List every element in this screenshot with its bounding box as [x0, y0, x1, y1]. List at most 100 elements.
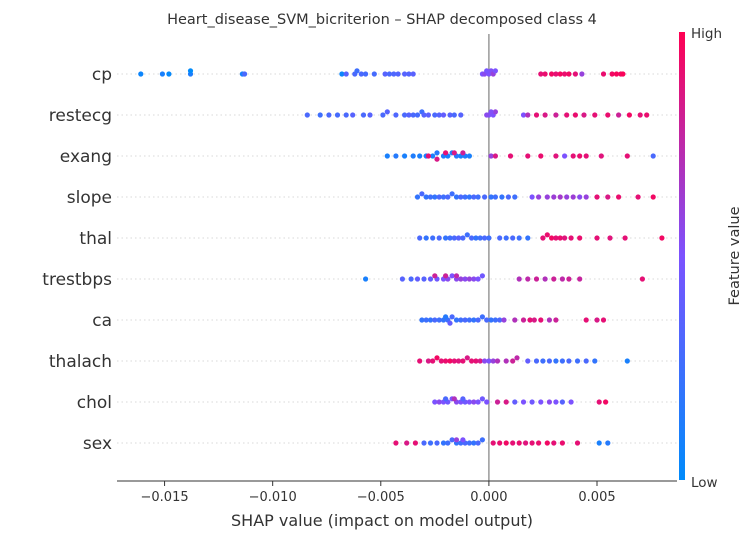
- shap-point-thal: [430, 235, 436, 241]
- shap-point-cp: [159, 71, 165, 77]
- feature-label-chol: chol: [77, 393, 112, 413]
- shap-point-ca: [520, 317, 527, 323]
- shap-point-thalach: [430, 358, 436, 364]
- shap-point-thalach: [540, 358, 546, 364]
- shap-point-ca: [600, 317, 607, 323]
- shap-point-restecg: [605, 112, 611, 118]
- feature-label-slope: slope: [67, 188, 112, 208]
- shap-point-slope: [471, 194, 477, 200]
- shap-point-chol: [559, 399, 566, 405]
- shap-point-thalach: [503, 358, 509, 364]
- x-axis-ticks: −0.015 −0.010 −0.005 0.000 0.005: [141, 481, 616, 505]
- shap-point-exang: [430, 153, 436, 159]
- shap-point-sex: [479, 437, 485, 443]
- shap-point-thalach: [417, 358, 423, 364]
- shap-point-thal: [451, 235, 457, 241]
- shap-point-chol: [546, 399, 553, 405]
- shap-point-restecg: [414, 112, 421, 118]
- shap-point-thalach: [533, 358, 540, 364]
- shap-point-chol: [432, 399, 438, 405]
- shap-point-restecg: [447, 112, 453, 118]
- shap-point-cp: [386, 71, 392, 77]
- shap-point-thalach: [438, 358, 444, 364]
- shap-point-exang: [598, 153, 604, 159]
- shap-point-exang: [425, 153, 431, 159]
- shap-point-thal: [594, 235, 600, 241]
- shap-point-cp: [553, 71, 559, 77]
- shap-point-thal: [568, 235, 574, 241]
- shap-point-thal: [477, 235, 483, 241]
- shap-point-sex: [471, 440, 477, 446]
- shap-point-ca: [553, 317, 559, 323]
- shap-point-slope: [475, 194, 481, 200]
- shap-point-slope: [458, 194, 464, 200]
- shap-point-slope: [453, 194, 460, 200]
- shap-point-restecg: [592, 112, 598, 118]
- shap-point-thalach: [510, 358, 516, 364]
- shap-point-chol: [538, 399, 544, 405]
- shap-point-thalach: [624, 358, 630, 364]
- shap-point-thalach: [486, 358, 492, 364]
- shap-point-sex: [596, 440, 602, 446]
- colorbar-high-label: High: [691, 26, 722, 42]
- shap-point-ca: [527, 317, 533, 323]
- shap-point-cp: [382, 71, 388, 77]
- shap-point-sex: [393, 440, 399, 446]
- x-tick-label: 0.005: [578, 490, 615, 505]
- shap-point-thalach: [525, 358, 531, 364]
- shap-point-sex: [523, 440, 529, 446]
- shap-point-trestbps: [639, 276, 646, 282]
- shap-point-restecg: [317, 112, 323, 118]
- shap-point-trestbps: [551, 276, 557, 282]
- shap-point-thal: [436, 235, 442, 241]
- shap-point-thalach: [460, 358, 466, 364]
- shap-point-cp: [572, 71, 579, 77]
- shap-point-thal: [456, 235, 462, 241]
- shap-point-thalach: [553, 358, 559, 364]
- shap-point-slope: [440, 194, 447, 200]
- shap-point-restecg: [326, 112, 332, 118]
- shap-point-restecg: [360, 112, 367, 118]
- shap-point-sex: [421, 440, 427, 446]
- shap-point-slope: [650, 194, 656, 200]
- x-tick-label: −0.005: [357, 490, 405, 505]
- feature-label-trestbps: trestbps: [42, 270, 112, 290]
- feature-label-restecg: restecg: [49, 106, 112, 126]
- shap-point-restecg: [432, 112, 438, 118]
- x-tick-label: 0.000: [470, 490, 507, 505]
- shap-point-cp: [354, 68, 360, 74]
- shap-point-thalach: [592, 358, 598, 364]
- shap-point-sex: [440, 440, 447, 446]
- shap-point-exang: [417, 153, 423, 159]
- shap-point-cp: [566, 71, 572, 77]
- shap-point-exang: [577, 153, 583, 159]
- shap-point-trestbps: [432, 273, 438, 279]
- shap-point-trestbps: [462, 276, 468, 282]
- shap-point-slope: [423, 194, 429, 200]
- shap-point-thal: [510, 235, 516, 241]
- shap-point-cp: [406, 71, 412, 77]
- shap-point-ca: [432, 317, 438, 323]
- shap-point-slope: [536, 194, 542, 200]
- shap-point-restecg: [492, 109, 498, 115]
- shap-point-sex: [449, 437, 455, 443]
- shap-point-restecg: [488, 109, 494, 115]
- shap-point-trestbps: [533, 276, 540, 282]
- shap-point-exang: [434, 156, 440, 162]
- shap-point-restecg: [406, 112, 412, 118]
- shap-point-slope: [462, 194, 468, 200]
- shap-point-cp: [609, 71, 615, 77]
- shap-point-trestbps: [414, 276, 421, 282]
- shap-point-cp: [538, 71, 544, 77]
- shap-point-slope: [529, 194, 535, 200]
- shap-point-ca: [484, 317, 490, 323]
- shap-point-cp: [613, 71, 620, 77]
- shap-point-thal: [659, 235, 665, 241]
- shap-point-restecg: [533, 112, 540, 118]
- shap-point-exang: [393, 153, 399, 159]
- shap-point-trestbps: [427, 276, 434, 282]
- shap-point-chol: [529, 399, 535, 405]
- shap-point-exang: [624, 153, 630, 159]
- shap-point-ca: [447, 320, 453, 326]
- shap-point-exang: [384, 153, 390, 159]
